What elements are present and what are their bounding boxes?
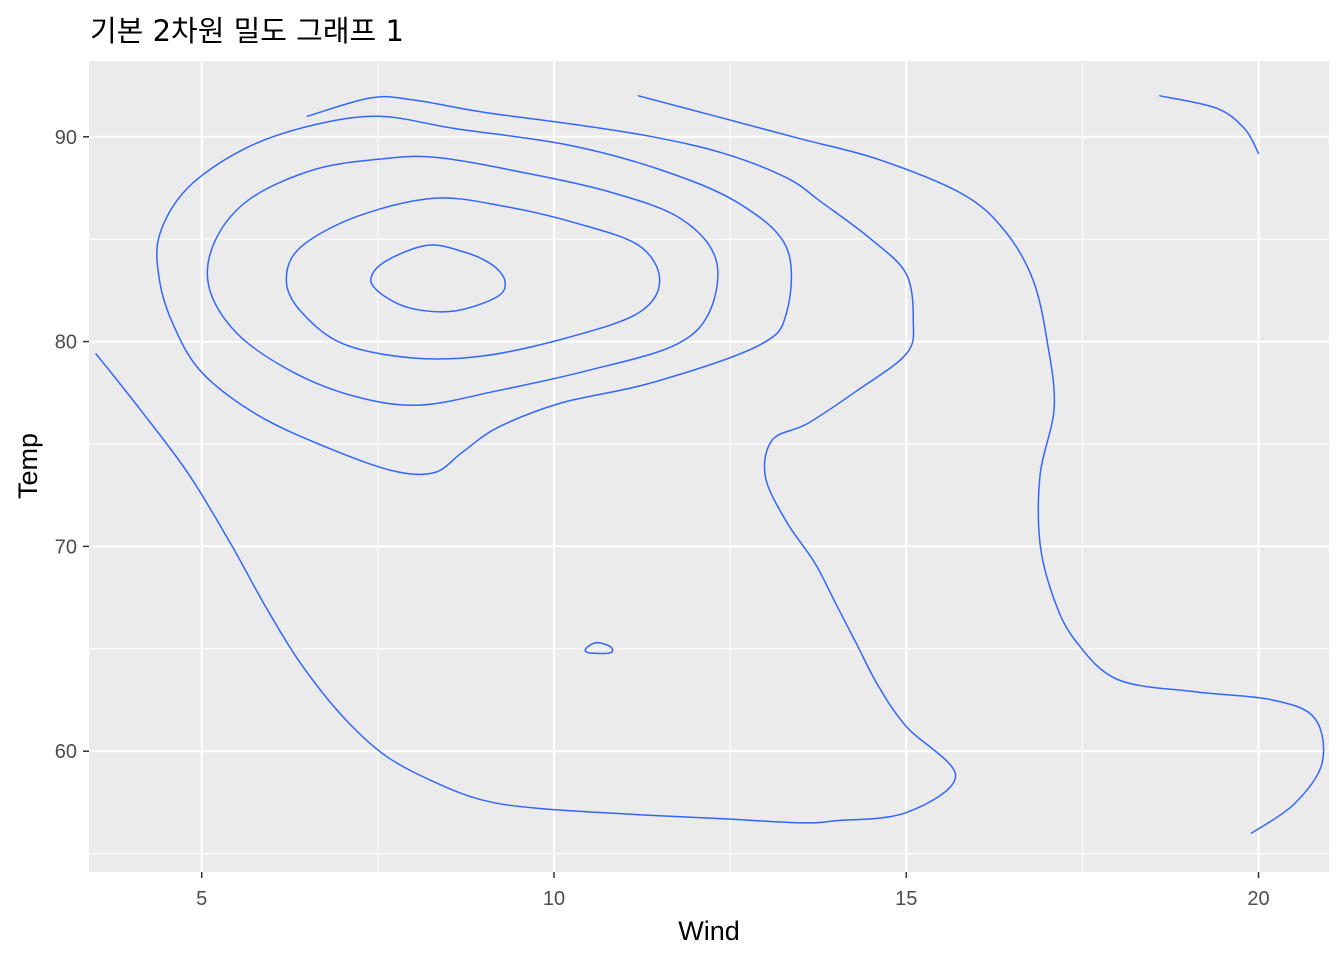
x-tick-label: 5	[196, 888, 207, 910]
contour-line-6	[95, 95, 957, 824]
x-tick-label: 20	[1247, 888, 1269, 910]
minor-gridlines	[89, 61, 1329, 872]
y-axis: 60 70 80 90	[55, 127, 89, 763]
y-tick-label: 90	[55, 127, 77, 149]
y-tick-label: 70	[55, 536, 77, 558]
contour-line-7	[637, 95, 1325, 834]
x-tick-label: 10	[543, 888, 565, 910]
contour-line-2	[370, 244, 507, 313]
chart-title: 기본 2차원 밀도 그래프 1	[90, 14, 404, 48]
contour-line-4	[206, 155, 719, 407]
density-contours	[95, 95, 1325, 834]
panel-background	[89, 61, 1329, 872]
contour-line-5	[156, 115, 793, 476]
contour-line-3	[285, 197, 661, 360]
x-axis: 5 10 15 20	[196, 872, 1270, 910]
y-tick-label: 80	[55, 332, 77, 354]
plot-panel	[89, 61, 1329, 872]
contour-line-1	[584, 641, 614, 655]
y-tick-label: 60	[55, 741, 77, 763]
x-tick-label: 15	[895, 888, 917, 910]
x-axis-title: Wind	[678, 916, 740, 946]
contour-line-8	[1159, 95, 1260, 154]
y-axis-title: Temp	[13, 433, 43, 499]
major-gridlines	[89, 61, 1329, 872]
